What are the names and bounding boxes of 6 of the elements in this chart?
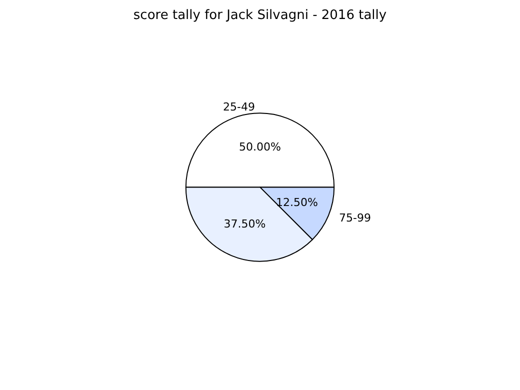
data-label: 50.00% xyxy=(239,140,281,154)
data-label: 37.50% xyxy=(224,218,266,231)
chart-title: score tally for Jack Silvagni - 2016 tally xyxy=(133,8,387,23)
slice-label: 25-49 xyxy=(223,100,255,114)
slice-label: 75-99 xyxy=(339,211,371,224)
data-label: 12.50% xyxy=(276,196,318,210)
